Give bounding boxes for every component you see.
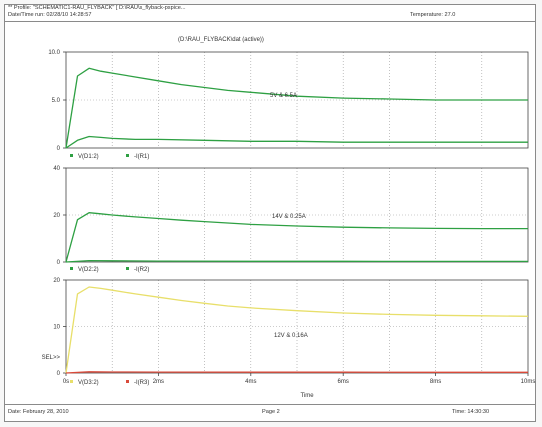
series-line-1 (65, 67, 528, 149)
profile-label: ** Profile: "SCHEMATIC1-RAU_FLYBACK" [ D… (8, 5, 186, 11)
x-tick-label: 4ms (245, 379, 256, 385)
legend-label: V(D3:2) (78, 380, 99, 386)
y-tick-label: 0 (57, 260, 61, 266)
footer-page: Page 2 (262, 409, 280, 415)
y-tick-label: 0 (57, 146, 61, 152)
footer-divider (4, 404, 536, 405)
series-line-1 (65, 212, 528, 263)
y-tick-label: 20 (53, 213, 60, 219)
trace-annotation: 12V & 0.16A (274, 333, 308, 339)
series-line-2 (65, 135, 528, 149)
legend-marker (70, 380, 73, 383)
legend-marker (126, 154, 129, 157)
y-tick-label: 40 (53, 166, 60, 172)
x-tick-label: 0s (63, 379, 69, 385)
legend-label: -I(R1) (134, 154, 149, 160)
legend-label: V(D1:2) (78, 154, 99, 160)
legend-marker (126, 267, 129, 270)
datetime-label: Date/Time run: 02/28/10 14:28:57 (8, 12, 92, 18)
y-tick-label: 20 (53, 278, 60, 284)
footer-date: Date: February 28, 2010 (8, 409, 69, 415)
legend-marker (70, 154, 73, 157)
x-tick-label: 6ms (338, 379, 349, 385)
temperature-label: Temperature: 27.0 (410, 12, 456, 18)
y-tick-label-selector: SEL>> (42, 355, 61, 361)
trace-annotation: 14V & 0.25A (272, 214, 306, 220)
y-tick-label: 10.0 (48, 50, 60, 56)
y-tick-label: 5.0 (52, 98, 61, 104)
legend-label: -I(R2) (134, 267, 149, 273)
trace-annotation: 5V & 6.5A (270, 93, 297, 99)
series-line-2 (65, 371, 528, 374)
series-line-1 (65, 286, 529, 374)
x-tick-label: 10ms (521, 379, 536, 385)
plot-title: (D:\RAU_FLYBACK\dat (active)) (178, 37, 264, 43)
x-tick-label: 2ms (153, 379, 164, 385)
legend-marker (70, 267, 73, 270)
footer-time: Time: 14:30:30 (452, 409, 490, 415)
series-line-2 (65, 259, 528, 263)
y-tick-label: 10 (53, 325, 60, 331)
x-axis-label: Time (300, 393, 314, 399)
legend-marker (126, 380, 129, 383)
x-tick-label: 8ms (430, 379, 441, 385)
legend-label: -I(R3) (134, 380, 149, 386)
header-divider (4, 21, 536, 22)
y-tick-label: 0 (57, 371, 61, 377)
legend-label: V(D2:2) (78, 267, 99, 273)
